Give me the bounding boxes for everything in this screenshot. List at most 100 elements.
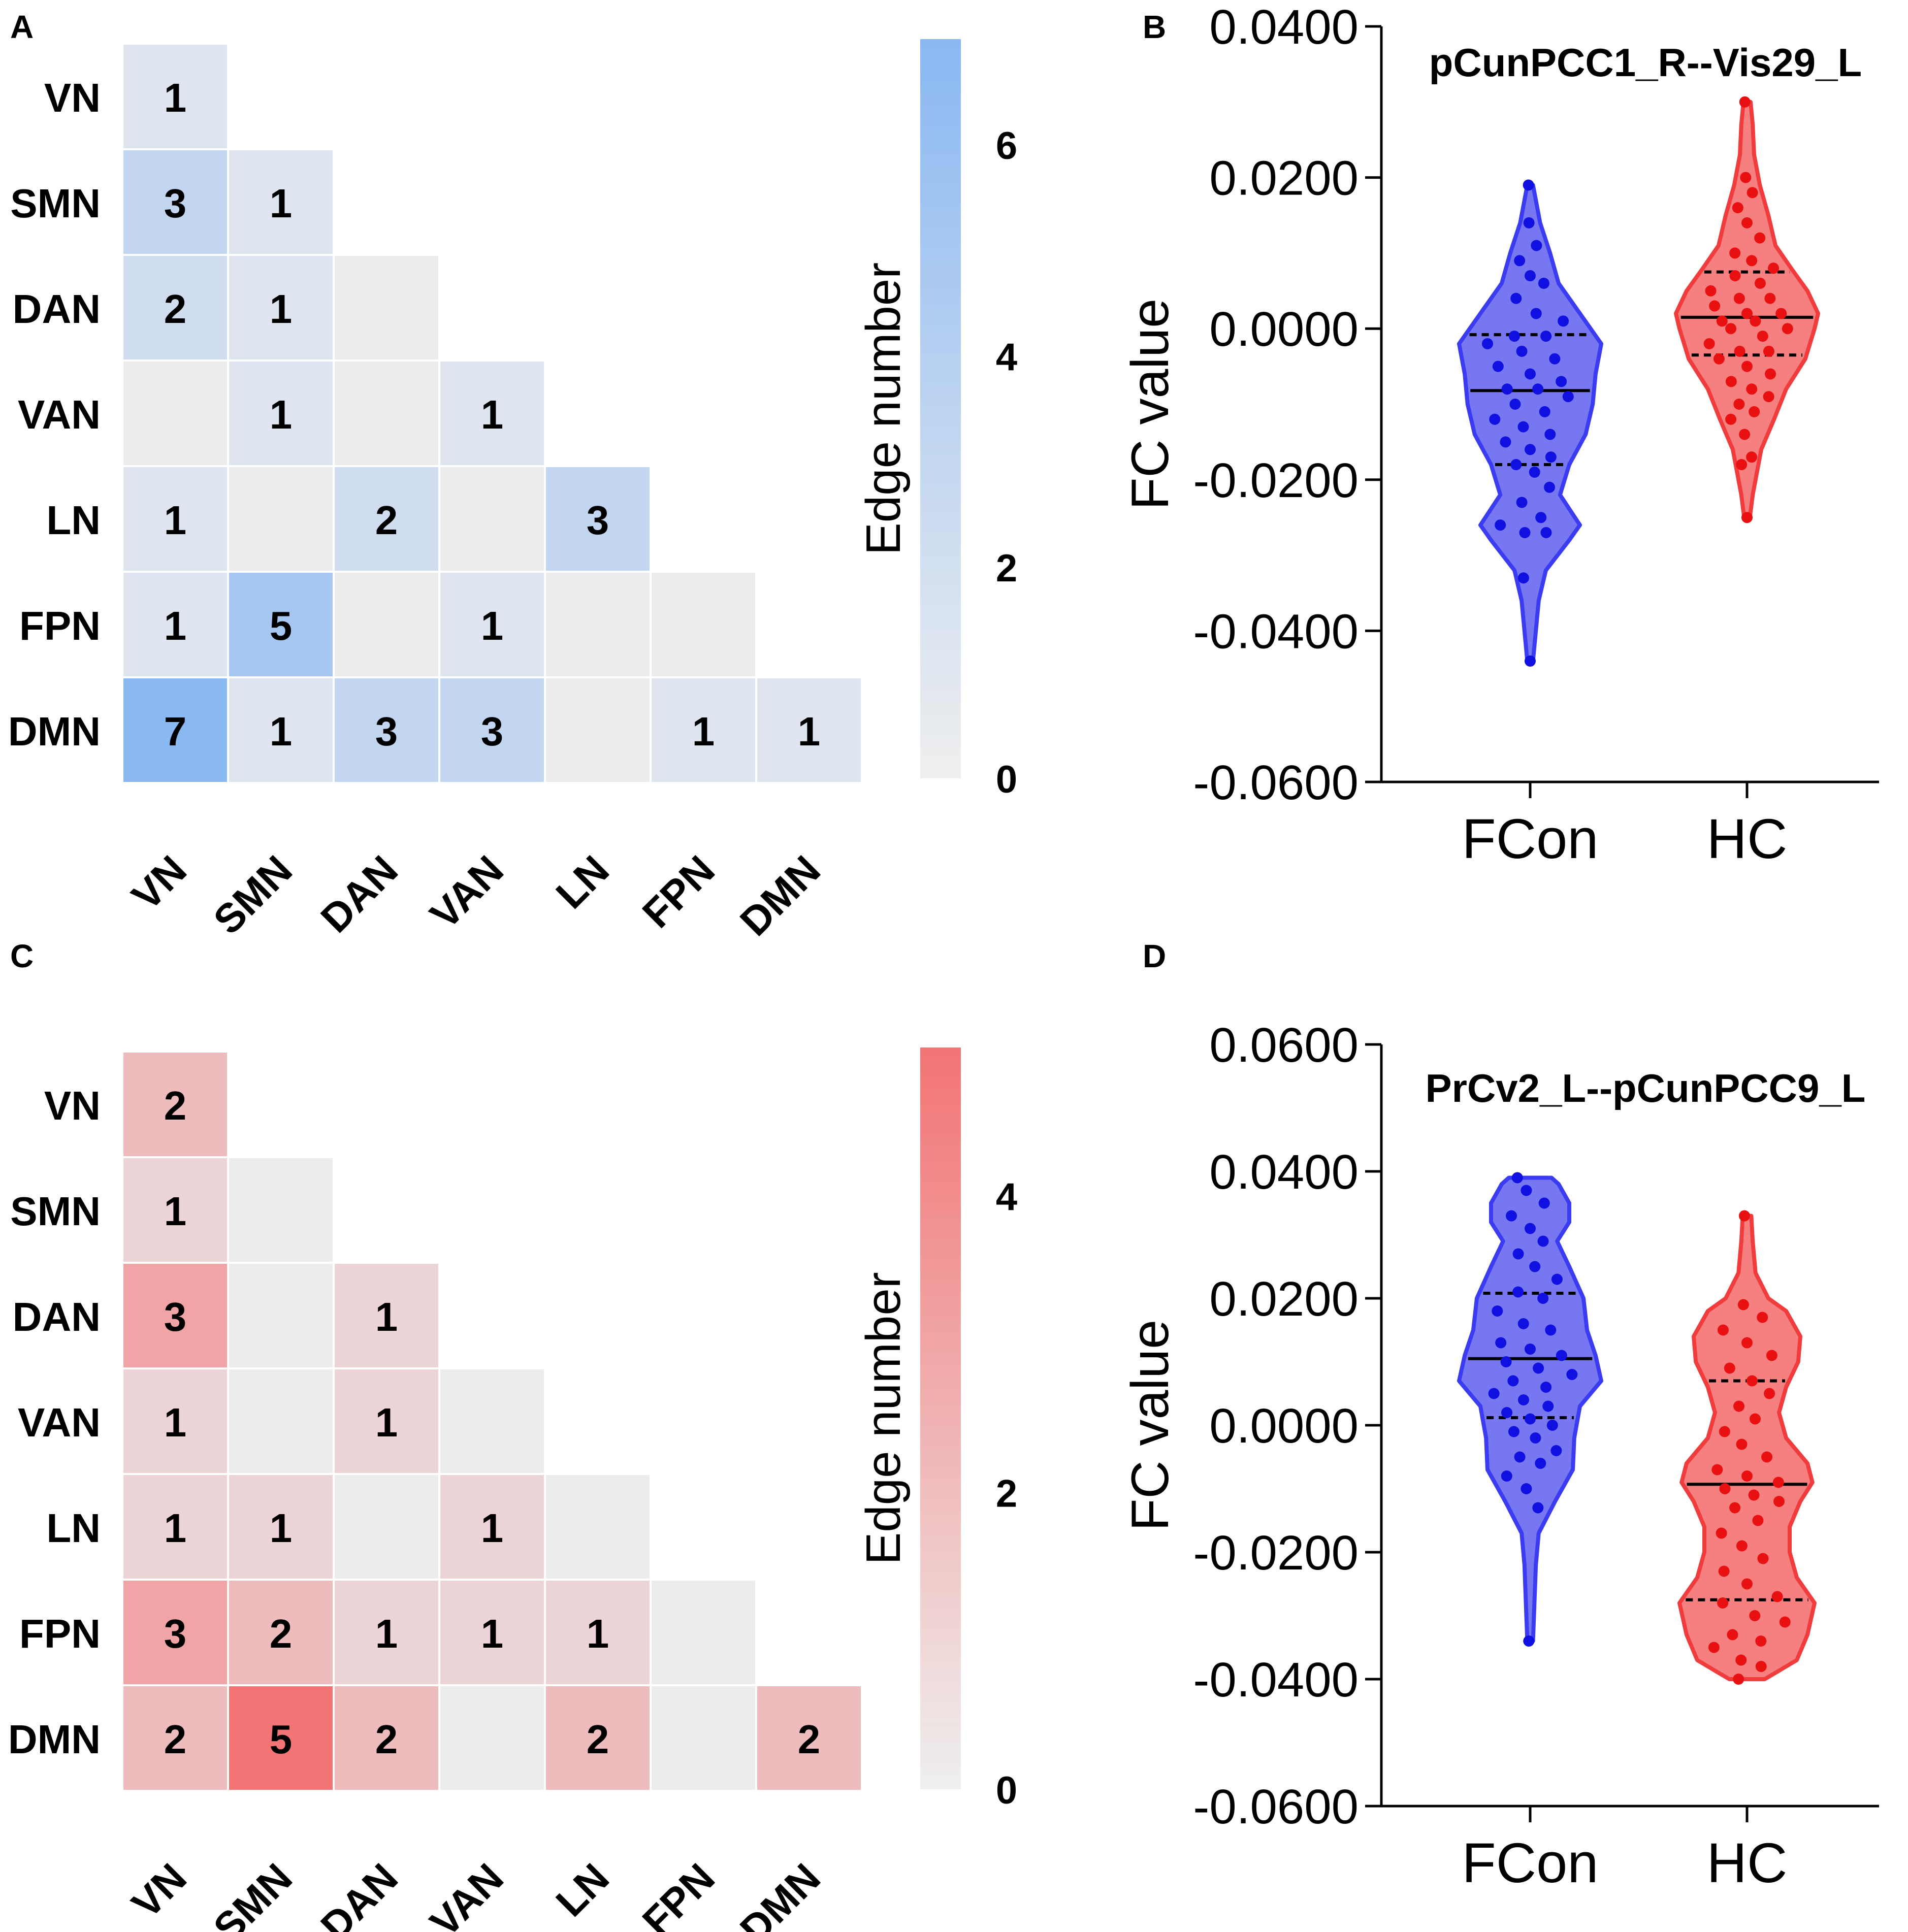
data-point xyxy=(1755,1635,1767,1647)
data-point xyxy=(1556,1350,1567,1361)
data-point xyxy=(1532,383,1544,395)
colorbar-tick-label: 2 xyxy=(996,1472,1017,1516)
heatmap-cell xyxy=(123,256,227,359)
heatmap-cell xyxy=(123,1581,227,1684)
data-point xyxy=(1736,1540,1748,1552)
data-point xyxy=(1537,1293,1549,1304)
data-point xyxy=(1749,406,1760,417)
data-point xyxy=(1772,1477,1784,1488)
heatmap-cell xyxy=(335,1264,438,1367)
heatmap-cell xyxy=(546,678,650,782)
heatmap-cell-value: 1 xyxy=(270,286,293,332)
data-point xyxy=(1764,292,1776,304)
data-point xyxy=(1521,1483,1532,1494)
row-label-smn: SMN xyxy=(10,1189,101,1234)
data-point xyxy=(1550,1445,1562,1456)
data-point xyxy=(1542,1400,1554,1412)
data-point xyxy=(1523,179,1534,191)
heatmap-cell xyxy=(229,1369,333,1473)
row-label-van: VAN xyxy=(18,1400,101,1445)
column-label-smn: SMN xyxy=(205,847,301,943)
data-point xyxy=(1771,1591,1783,1602)
data-point xyxy=(1495,1337,1507,1349)
heatmap-cell-value: 1 xyxy=(375,1294,398,1339)
data-point xyxy=(1733,399,1745,410)
heatmap-cell-value: 2 xyxy=(270,1611,293,1656)
data-point xyxy=(1748,1489,1760,1501)
heatmap-cell xyxy=(335,1369,438,1473)
heatmap-cell xyxy=(652,573,755,676)
heatmap-cell xyxy=(123,1264,227,1367)
heatmap-cell-value: 2 xyxy=(798,1717,821,1762)
data-point xyxy=(1506,1210,1517,1222)
heatmap-cell xyxy=(440,678,544,782)
colorbar-tick-label: 2 xyxy=(996,547,1017,590)
row-label-dmn: DMN xyxy=(8,1717,101,1762)
data-point xyxy=(1735,1654,1747,1666)
heatmap-cell-value: 2 xyxy=(164,286,187,332)
heatmap-cell xyxy=(440,362,544,465)
y-tick-label: 0.0200 xyxy=(1209,151,1359,206)
data-point xyxy=(1717,1597,1729,1609)
data-point xyxy=(1734,345,1745,357)
data-point xyxy=(1488,1388,1500,1399)
plot-title: PrCv2_L--pCunPCC9_L xyxy=(1426,1066,1866,1110)
panel-label-b: B xyxy=(1143,9,1166,45)
data-point xyxy=(1512,1286,1524,1298)
data-point xyxy=(1566,1369,1578,1380)
heatmap-cell-value: 1 xyxy=(481,392,504,437)
y-tick-label: 0.0000 xyxy=(1209,1399,1359,1453)
data-point xyxy=(1718,1565,1730,1577)
data-point xyxy=(1766,1350,1777,1361)
heatmap-cell-value: 2 xyxy=(587,1717,609,1762)
data-point xyxy=(1750,315,1761,327)
plot-title: pCunPCC1_R--Vis29_L xyxy=(1429,40,1862,85)
data-point xyxy=(1517,1318,1529,1329)
heatmap-cell xyxy=(335,1475,438,1579)
heatmap-cell xyxy=(335,678,438,782)
data-point xyxy=(1540,527,1552,538)
heatmap-cell-value: 1 xyxy=(798,709,821,754)
heatmap-cell xyxy=(652,1686,755,1790)
data-point xyxy=(1535,512,1547,523)
heatmap-cell-value: 1 xyxy=(481,603,504,648)
data-point xyxy=(1516,345,1528,357)
heatmap-cell-value: 5 xyxy=(270,1717,293,1762)
data-point xyxy=(1739,96,1751,108)
column-label-ln: LN xyxy=(547,1855,618,1925)
heatmap-cell-value: 1 xyxy=(375,1400,398,1445)
heatmap-cell xyxy=(123,1053,227,1156)
data-point xyxy=(1521,1185,1532,1196)
data-point xyxy=(1725,413,1737,425)
data-point xyxy=(1530,308,1542,319)
heatmap-cell-value: 1 xyxy=(270,709,293,754)
heatmap-cell-value: 1 xyxy=(164,498,187,543)
y-tick-label: -0.0400 xyxy=(1193,1653,1359,1707)
data-point xyxy=(1514,1451,1526,1463)
heatmap-cell xyxy=(123,150,227,254)
panel-label-d: D xyxy=(1143,938,1166,974)
data-point xyxy=(1705,285,1717,297)
heatmap-cell xyxy=(546,1686,650,1790)
colorbar-tick-label: 6 xyxy=(996,124,1017,168)
row-label-smn: SMN xyxy=(10,181,101,226)
data-point xyxy=(1525,368,1536,380)
data-point xyxy=(1713,353,1725,365)
heatmap-cell-value: 3 xyxy=(587,498,609,543)
data-point xyxy=(1747,187,1758,199)
data-point xyxy=(1545,1324,1557,1336)
heatmap-a: VN 1 SMN 3 1 DAN 2 1 VAN 1 1 LN 1 2 3 FPN 1 5 1 DMN 7 1 3 3 1 1 VN… xyxy=(8,39,1017,944)
data-point xyxy=(1725,323,1737,335)
data-point xyxy=(1540,1382,1552,1393)
row-label-ln: LN xyxy=(46,1505,101,1551)
data-point xyxy=(1746,451,1758,463)
heatmap-cell-value: 1 xyxy=(164,1505,187,1551)
y-tick-label: -0.0400 xyxy=(1193,604,1359,659)
data-point xyxy=(1703,338,1715,349)
data-point xyxy=(1523,1635,1535,1647)
data-point xyxy=(1525,655,1536,667)
data-point xyxy=(1556,376,1567,387)
colorbar-tick-label: 0 xyxy=(996,1769,1017,1812)
data-point xyxy=(1755,1661,1767,1672)
y-axis-label: FC value xyxy=(1121,299,1180,510)
